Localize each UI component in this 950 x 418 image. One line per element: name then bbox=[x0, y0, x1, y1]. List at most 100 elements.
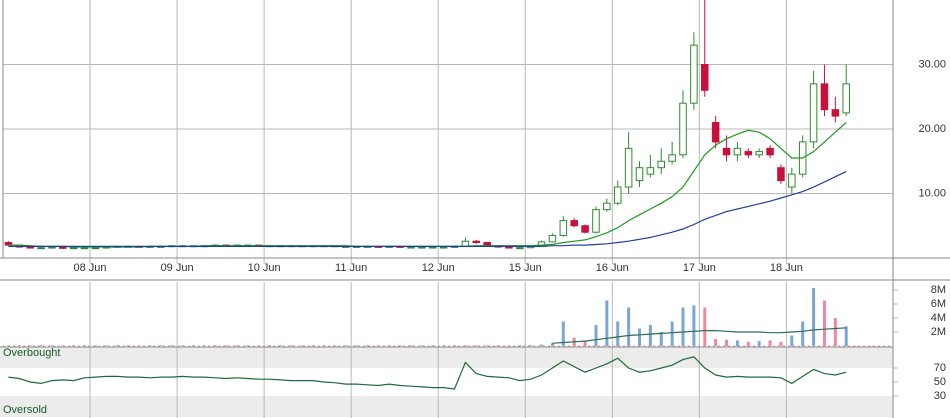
volume-bar bbox=[322, 345, 326, 346]
candle-body bbox=[26, 246, 34, 249]
volume-bar bbox=[779, 341, 783, 346]
candle-body bbox=[516, 247, 524, 250]
volume-bar bbox=[181, 345, 185, 346]
volume-bar bbox=[757, 341, 761, 346]
candle-body bbox=[733, 147, 742, 156]
volume-bar bbox=[61, 345, 65, 346]
candle-body bbox=[59, 246, 67, 249]
volume-bar bbox=[420, 345, 424, 346]
volume-bar bbox=[311, 345, 315, 346]
volume-bar bbox=[442, 345, 446, 346]
moving-average bbox=[8, 122, 847, 248]
volume-bar bbox=[246, 345, 250, 346]
volume-bar bbox=[376, 345, 380, 346]
volume-bar bbox=[170, 345, 174, 346]
candle-body bbox=[570, 220, 578, 227]
volume-bar bbox=[605, 300, 609, 346]
volume-bar bbox=[812, 287, 816, 346]
y-tick-label: 70 bbox=[934, 362, 946, 374]
candle-body bbox=[755, 151, 763, 156]
volume-bar bbox=[300, 345, 304, 346]
candle-body bbox=[788, 173, 796, 188]
y-tick-label: 30 bbox=[934, 390, 946, 402]
candle-body bbox=[37, 247, 45, 250]
y-tick-label: 8M bbox=[931, 284, 946, 296]
volume-bar bbox=[692, 305, 696, 346]
volume-bar bbox=[453, 345, 457, 346]
candle-body bbox=[592, 209, 600, 233]
volume-bar bbox=[278, 345, 282, 346]
candle-body bbox=[777, 167, 785, 182]
candle-body bbox=[766, 147, 774, 156]
volume-bar bbox=[6, 345, 10, 346]
volume-bar bbox=[28, 345, 32, 346]
y-tick-label: 10.00 bbox=[918, 187, 946, 199]
candle-body bbox=[657, 160, 666, 169]
moving-average bbox=[8, 171, 847, 247]
candle-body bbox=[820, 83, 829, 111]
candle-body bbox=[91, 247, 100, 250]
volume-bar bbox=[550, 343, 554, 346]
volume-bar bbox=[659, 332, 663, 346]
volume-bar bbox=[257, 345, 261, 346]
volume-bar bbox=[126, 345, 130, 346]
volume-bar bbox=[844, 326, 848, 346]
volume-bar bbox=[540, 344, 544, 346]
x-tick-label: 15 Jun bbox=[509, 262, 542, 274]
band-label: Overbought bbox=[3, 347, 60, 359]
volume-bar bbox=[474, 345, 478, 346]
volume-bar bbox=[115, 345, 119, 346]
volume-bar bbox=[833, 318, 837, 346]
volume-bar bbox=[670, 321, 674, 346]
candle-body bbox=[690, 44, 698, 104]
volume-bar bbox=[463, 345, 467, 346]
candle-body bbox=[701, 64, 709, 91]
candle-body bbox=[472, 240, 481, 244]
volume-bar bbox=[387, 345, 391, 346]
volume-bar bbox=[583, 340, 587, 346]
candle-body bbox=[48, 246, 56, 249]
candle-body bbox=[613, 186, 622, 204]
volume-bar bbox=[735, 340, 739, 346]
candle-body bbox=[635, 167, 644, 182]
rsi-line bbox=[8, 356, 847, 390]
candle-body bbox=[831, 109, 840, 117]
candle-body bbox=[439, 246, 448, 249]
candle-body bbox=[80, 247, 89, 250]
candle-body bbox=[418, 246, 426, 249]
volume-bar bbox=[703, 307, 707, 346]
volume-bar bbox=[17, 345, 21, 346]
volume-bar bbox=[801, 321, 805, 346]
volume-bar bbox=[594, 325, 598, 346]
volume-bar bbox=[648, 325, 652, 346]
volume-bar bbox=[746, 341, 750, 346]
volume-bar bbox=[507, 345, 511, 346]
volume-bar bbox=[191, 345, 195, 346]
volume-bar bbox=[409, 345, 413, 346]
volume-bar bbox=[93, 345, 97, 346]
volume-bar bbox=[104, 345, 108, 346]
volume-bar bbox=[714, 339, 718, 346]
volume-bar bbox=[725, 339, 729, 346]
x-tick-label: 11 Jun bbox=[335, 262, 367, 274]
candle-body bbox=[744, 151, 753, 156]
volume-bar bbox=[485, 345, 489, 346]
volume-bar bbox=[529, 345, 533, 346]
candle-body bbox=[842, 83, 850, 114]
x-tick-label: 09 Jun bbox=[161, 262, 194, 274]
volume-bar bbox=[202, 345, 206, 346]
rsi-band bbox=[0, 396, 893, 417]
y-tick-label: 30.00 bbox=[918, 58, 946, 70]
volume-bar bbox=[83, 345, 87, 346]
volume-bar bbox=[235, 345, 239, 346]
volume-bar bbox=[496, 345, 500, 346]
candle-body bbox=[581, 225, 589, 233]
candle-body bbox=[407, 246, 415, 249]
candle-body bbox=[505, 246, 513, 249]
volume-bar bbox=[561, 321, 565, 346]
volume-bar bbox=[148, 345, 152, 346]
volume-bar bbox=[213, 345, 217, 346]
x-tick-label: 08 Jun bbox=[74, 262, 107, 274]
